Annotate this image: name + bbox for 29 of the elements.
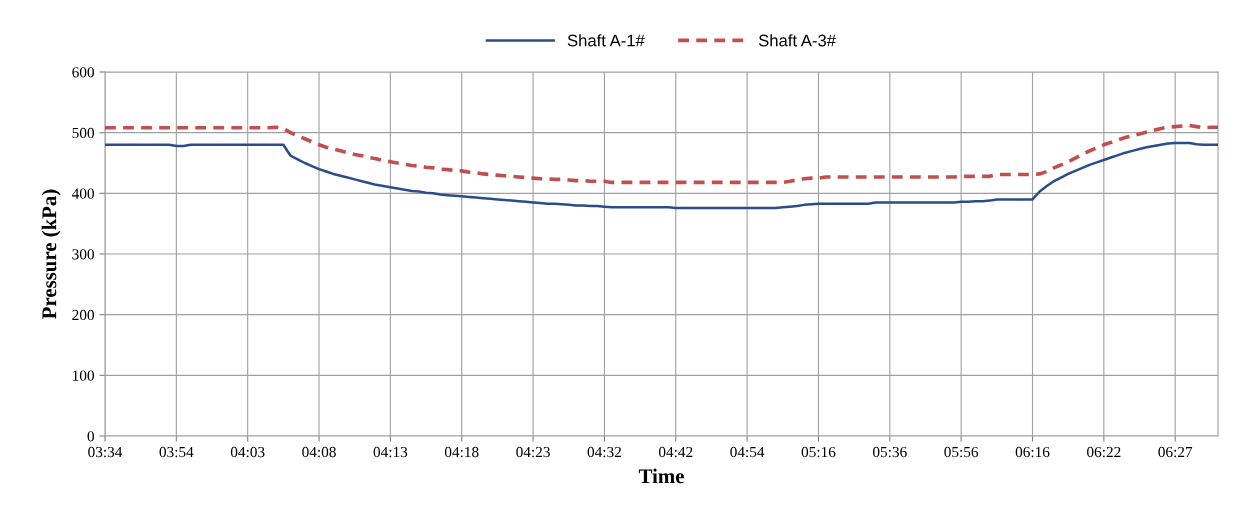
x-tick-label: 04:18: [444, 446, 479, 458]
x-tick-label: 06:16: [1015, 446, 1050, 458]
x-tick-label: 06:27: [1158, 446, 1193, 458]
y-tick-label: 100: [73, 370, 94, 381]
x-tick-label: 05:56: [944, 446, 979, 458]
line-series: [105, 123, 1218, 185]
x-tick-label: 05:36: [872, 446, 907, 458]
x-tick-label: 05:16: [801, 446, 836, 458]
x-tick-label: 04:13: [373, 446, 408, 458]
legend-label: Shaft A-1#: [567, 34, 645, 47]
x-tick-label: 04:54: [730, 446, 765, 458]
x-tick-label: 04:03: [230, 446, 265, 458]
x-tick-label: 04:32: [587, 446, 621, 458]
x-tick-label: 04:42: [658, 446, 693, 458]
line-series: [105, 141, 1218, 210]
x-tick-label: 03:34: [88, 446, 123, 458]
x-tick-label: 04:08: [302, 446, 336, 458]
y-tick-label: 600: [72, 67, 94, 78]
x-tick-label: 03:54: [159, 446, 194, 458]
x-tick-label: 04:23: [516, 446, 550, 458]
legend-label: Shaft A-3#: [758, 34, 836, 47]
y-tick-label: 200: [72, 309, 94, 321]
y-tick-label: 400: [71, 188, 94, 199]
y-tick-label: 300: [72, 249, 94, 260]
y-tick-label: 500: [72, 127, 94, 139]
y-tick-label: 0: [87, 431, 94, 442]
x-axis-title: Time: [638, 468, 684, 484]
x-tick-label: 06:22: [1087, 446, 1121, 458]
y-axis-title: Pressure (kPa): [41, 189, 61, 319]
